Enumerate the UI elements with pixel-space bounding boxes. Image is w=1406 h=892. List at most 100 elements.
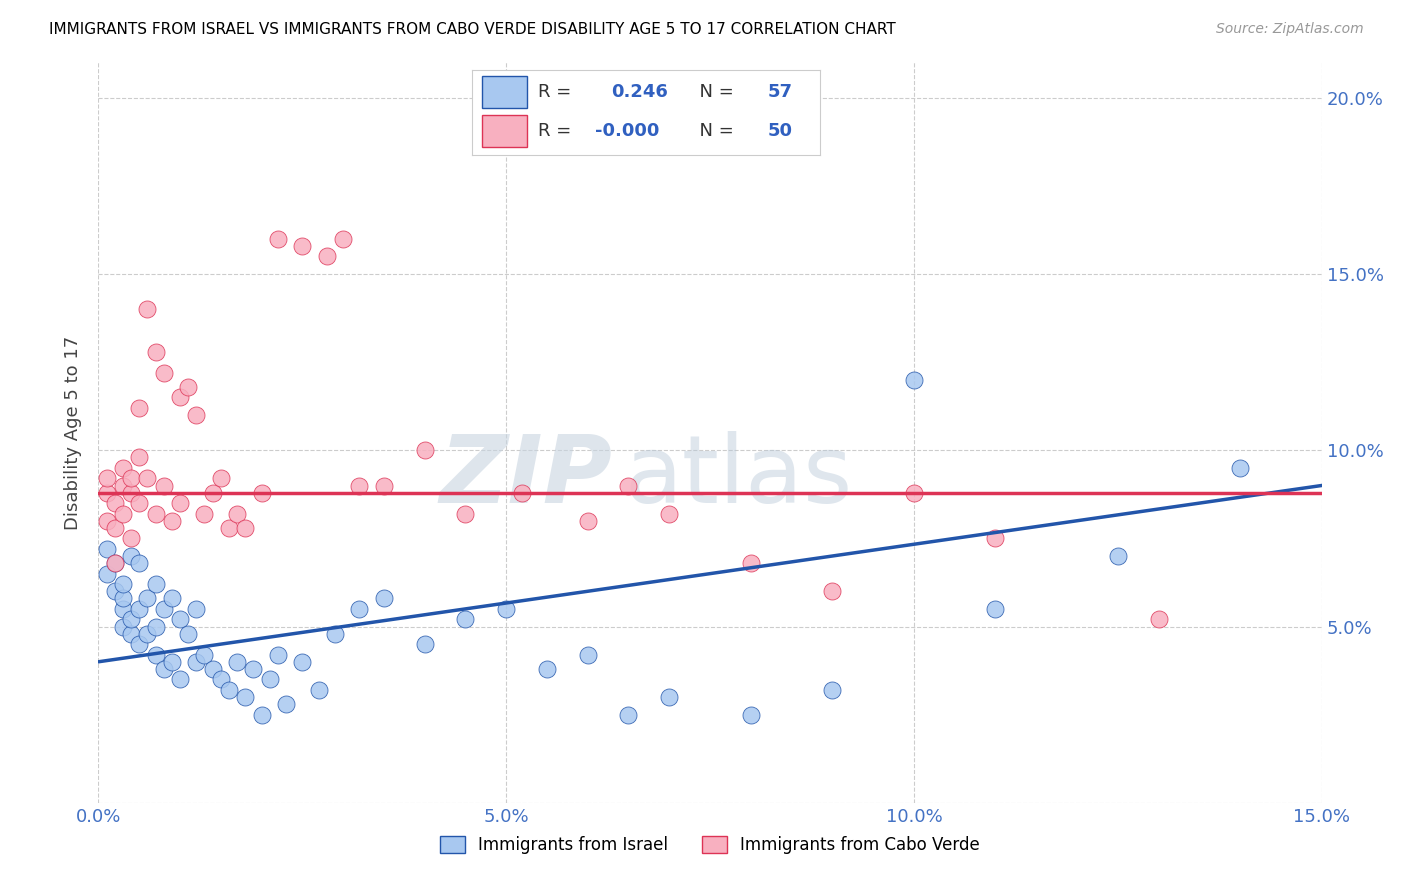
Point [111, 507, 134, 521]
Point [413, 443, 436, 458]
Point [617, 707, 640, 722]
Point [740, 556, 762, 570]
Point [218, 683, 240, 698]
Point [209, 471, 232, 485]
Point [152, 478, 174, 492]
Point [658, 690, 681, 704]
Point [96, 471, 118, 485]
Point [111, 602, 134, 616]
Point [169, 496, 191, 510]
Point [186, 602, 208, 616]
Point [903, 485, 925, 500]
Point [658, 507, 681, 521]
Point [984, 602, 1007, 616]
Point [160, 655, 183, 669]
Legend: Immigrants from Israel, Immigrants from Cabo Verde: Immigrants from Israel, Immigrants from … [433, 830, 987, 861]
Point [169, 612, 191, 626]
Point [128, 496, 150, 510]
Point [111, 478, 134, 492]
Point [111, 591, 134, 606]
Point [152, 662, 174, 676]
Point [1147, 612, 1170, 626]
Point [512, 485, 534, 500]
Point [233, 521, 256, 535]
Point [145, 344, 167, 359]
Point [1229, 461, 1251, 475]
Point [821, 683, 844, 698]
Point [291, 239, 314, 253]
Point [576, 514, 599, 528]
Point [177, 626, 200, 640]
Point [332, 232, 354, 246]
Point [120, 471, 142, 485]
Point [576, 648, 599, 662]
Point [111, 577, 134, 591]
Point [349, 602, 371, 616]
Point [323, 626, 346, 640]
Point [160, 591, 183, 606]
Point [740, 707, 762, 722]
Text: IMMIGRANTS FROM ISRAEL VS IMMIGRANTS FROM CABO VERDE DISABILITY AGE 5 TO 17 CORR: IMMIGRANTS FROM ISRAEL VS IMMIGRANTS FRO… [49, 22, 896, 37]
Point [152, 366, 174, 380]
Point [128, 637, 150, 651]
Point [136, 591, 159, 606]
Point [315, 249, 337, 263]
Point [267, 648, 290, 662]
Point [1107, 549, 1129, 563]
Point [120, 612, 142, 626]
Point [128, 450, 150, 465]
Point [186, 408, 208, 422]
Point [193, 507, 215, 521]
Point [193, 648, 215, 662]
Point [104, 556, 127, 570]
Text: atlas: atlas [624, 431, 852, 523]
Point [104, 521, 127, 535]
Text: ZIP: ZIP [439, 431, 612, 523]
Point [233, 690, 256, 704]
Point [145, 648, 167, 662]
Point [136, 471, 159, 485]
Point [96, 566, 118, 581]
Point [250, 485, 273, 500]
Point [177, 380, 200, 394]
Point [145, 507, 167, 521]
Point [145, 577, 167, 591]
Point [226, 507, 249, 521]
Point [536, 662, 558, 676]
Point [250, 707, 273, 722]
Point [454, 612, 477, 626]
Point [201, 485, 224, 500]
Point [267, 232, 290, 246]
Point [454, 507, 477, 521]
Point [308, 683, 330, 698]
Point [291, 655, 314, 669]
Point [209, 673, 232, 687]
Point [136, 626, 159, 640]
Point [349, 478, 371, 492]
Point [984, 532, 1007, 546]
Point [96, 485, 118, 500]
Point [104, 584, 127, 599]
Point [160, 514, 183, 528]
Y-axis label: Disability Age 5 to 17: Disability Age 5 to 17 [65, 335, 83, 530]
Point [111, 461, 134, 475]
Point [373, 478, 395, 492]
Point [128, 401, 150, 415]
Point [128, 556, 150, 570]
Point [120, 532, 142, 546]
Point [259, 673, 281, 687]
Point [136, 302, 159, 317]
Point [903, 373, 925, 387]
Point [201, 662, 224, 676]
Point [495, 602, 517, 616]
Point [186, 655, 208, 669]
Point [120, 549, 142, 563]
Text: Source: ZipAtlas.com: Source: ZipAtlas.com [1216, 22, 1364, 37]
Point [111, 619, 134, 633]
Point [145, 619, 167, 633]
Point [96, 514, 118, 528]
Point [152, 602, 174, 616]
Point [169, 673, 191, 687]
Point [218, 521, 240, 535]
Point [242, 662, 264, 676]
